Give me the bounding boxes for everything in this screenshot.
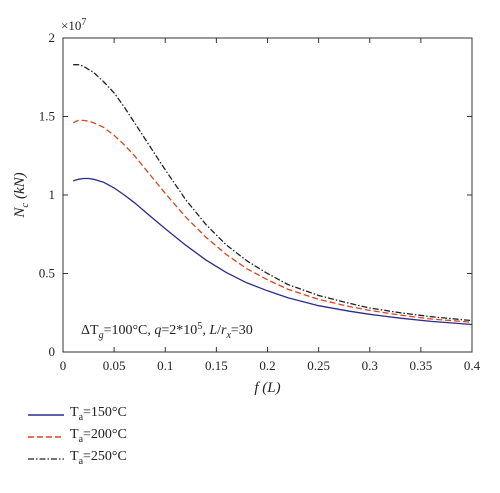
legend-item-250: Ta=250°C [28, 449, 248, 471]
y-tick-label: 0.5 [39, 266, 55, 281]
chart-legend: Ta=150°C Ta=200°C Ta=250°C [28, 405, 248, 471]
y-tick-label: 1.5 [39, 109, 55, 124]
series-line-2 [73, 64, 473, 322]
legend-swatch-dashdot [28, 458, 64, 460]
plot-frame [62, 37, 473, 353]
x-tick-label: 0.15 [205, 358, 228, 373]
x-tick-label: 0 [60, 358, 67, 373]
legend-swatch-dashed [28, 436, 64, 438]
x-tick-label: 0.35 [410, 358, 433, 373]
axes-layer: 0 0.05 0.1 0.15 0.2 0.25 0.3 0.35 0.4 0 0.5 1 1.5 2 [39, 30, 481, 373]
x-tick-label: 0.05 [103, 358, 126, 373]
line-chart: 0 0.05 0.1 0.15 0.2 0.25 0.3 0.35 0.4 0 0.5 1 1.5 2 Δ… [12, 17, 481, 396]
x-tick-label: 0.25 [307, 358, 330, 373]
legend-label: Ta=200°C [70, 427, 127, 445]
x-tick-label: 0.3 [362, 358, 378, 373]
legend-label: Ta=250°C [70, 449, 127, 467]
legend-label: Ta=150°C [70, 405, 127, 423]
x-tick-label: 0.1 [157, 358, 173, 373]
y-tick-label: 2 [49, 30, 56, 45]
plot-area [62, 37, 473, 353]
series-layer [72, 64, 473, 326]
chart-annotation: ΔTg=100°C, q=2*105, L/rx=30 [81, 321, 253, 341]
legend-item-200: Ta=200°C [28, 427, 248, 449]
legend-item-150: Ta=150°C [28, 405, 248, 427]
y-tick-label: 0 [49, 344, 56, 359]
series-line-1 [72, 119, 473, 323]
x-tick-label: 0.2 [259, 358, 275, 373]
series-line-0 [73, 177, 473, 326]
y-axis-label: Nc (kN) [12, 172, 31, 218]
x-axis-label: f (L) [254, 380, 280, 396]
legend-swatch-solid [28, 414, 64, 416]
y-tick-label: 1 [49, 187, 56, 202]
y-multiplier-label: ×107 [61, 17, 86, 33]
x-tick-label: 0.4 [464, 358, 481, 373]
